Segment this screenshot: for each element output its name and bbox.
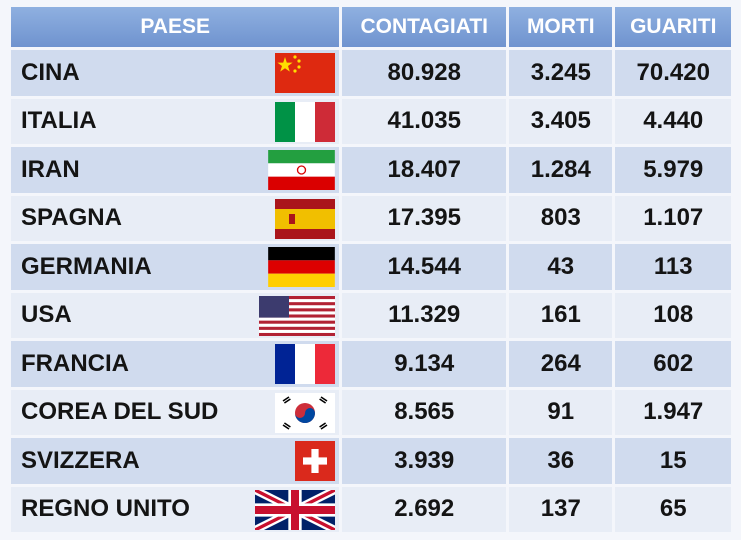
cases-cell: 9.134 <box>342 341 507 387</box>
cases-cell: 80.928 <box>342 50 507 96</box>
country-name: CINA <box>21 58 80 86</box>
germany-flag-icon <box>268 247 336 287</box>
table-row: CINA 80.928 3.245 70.420 <box>11 50 731 96</box>
deaths-cell: 36 <box>509 438 613 484</box>
country-name: IRAN <box>21 155 80 183</box>
country-cell: COREA DEL SUD <box>11 389 340 435</box>
recovered-cell: 15 <box>615 438 731 484</box>
country-cell: IRAN <box>11 147 340 193</box>
country-cell: SPAGNA <box>11 195 340 241</box>
header-recovered: GUARITI <box>615 7 731 47</box>
country-cell: USA <box>11 292 340 338</box>
iran-flag-icon <box>268 150 336 190</box>
table-row: REGNO UNITO 2.692 137 65 <box>11 486 731 532</box>
table-row: SPAGNA 17.395 803 1.107 <box>11 195 731 241</box>
table-row: ITALIA 41.035 3.405 4.440 <box>11 98 731 144</box>
country-cell: ITALIA <box>11 98 340 144</box>
recovered-cell: 602 <box>615 341 731 387</box>
deaths-cell: 43 <box>509 244 613 290</box>
table-row: FRANCIA 9.134 264 602 <box>11 341 731 387</box>
table-row: GERMANIA 14.544 43 113 <box>11 244 731 290</box>
covid-table: PAESE CONTAGIATI MORTI GUARITI CINA 80.92… <box>8 4 734 535</box>
cases-cell: 11.329 <box>342 292 507 338</box>
recovered-cell: 108 <box>615 292 731 338</box>
deaths-cell: 161 <box>509 292 613 338</box>
table-row: SVIZZERA 3.939 36 15 <box>11 438 731 484</box>
recovered-cell: 65 <box>615 486 731 532</box>
cases-cell: 3.939 <box>342 438 507 484</box>
country-name: REGNO UNITO <box>21 495 190 523</box>
south-korea-flag-icon <box>275 392 336 433</box>
header-cases: CONTAGIATI <box>342 7 507 47</box>
country-cell: GERMANIA <box>11 244 340 290</box>
country-name: GERMANIA <box>21 252 152 280</box>
header-deaths: MORTI <box>509 7 613 47</box>
table-row: IRAN 18.407 1.284 5.979 <box>11 147 731 193</box>
country-cell: FRANCIA <box>11 341 340 387</box>
country-cell: CINA <box>11 50 340 96</box>
country-cell: REGNO UNITO <box>11 486 340 532</box>
recovered-cell: 5.979 <box>615 147 731 193</box>
recovered-cell: 1.947 <box>615 389 731 435</box>
table-row: USA 11.329 161 108 <box>11 292 731 338</box>
cases-cell: 17.395 <box>342 195 507 241</box>
recovered-cell: 4.440 <box>615 98 731 144</box>
recovered-cell: 70.420 <box>615 50 731 96</box>
header-row: PAESE CONTAGIATI MORTI GUARITI <box>11 7 731 47</box>
country-name: SVIZZERA <box>21 446 140 474</box>
deaths-cell: 803 <box>509 195 613 241</box>
switzerland-flag-icon <box>295 441 336 481</box>
deaths-cell: 3.245 <box>509 50 613 96</box>
deaths-cell: 264 <box>509 341 613 387</box>
deaths-cell: 137 <box>509 486 613 532</box>
italy-flag-icon <box>275 101 336 142</box>
france-flag-icon <box>275 344 336 384</box>
cases-cell: 41.035 <box>342 98 507 144</box>
recovered-cell: 113 <box>615 244 731 290</box>
uk-flag-icon <box>255 489 336 530</box>
country-name: ITALIA <box>21 107 97 135</box>
china-flag-icon <box>275 53 336 93</box>
deaths-cell: 3.405 <box>509 98 613 144</box>
recovered-cell: 1.107 <box>615 195 731 241</box>
country-name: SPAGNA <box>21 204 122 232</box>
table-row: COREA DEL SUD 8.565 91 1.947 <box>11 389 731 435</box>
deaths-cell: 91 <box>509 389 613 435</box>
deaths-cell: 1.284 <box>509 147 613 193</box>
country-name: COREA DEL SUD <box>21 398 219 426</box>
country-name: FRANCIA <box>21 349 129 377</box>
usa-flag-icon <box>259 295 336 336</box>
covid-table-container: PAESE CONTAGIATI MORTI GUARITI CINA 80.92… <box>8 4 734 534</box>
cases-cell: 8.565 <box>342 389 507 435</box>
cases-cell: 18.407 <box>342 147 507 193</box>
country-cell: SVIZZERA <box>11 438 340 484</box>
cases-cell: 2.692 <box>342 486 507 532</box>
header-country: PAESE <box>11 7 340 47</box>
country-name: USA <box>21 301 72 329</box>
cases-cell: 14.544 <box>342 244 507 290</box>
spain-flag-icon <box>275 198 336 239</box>
